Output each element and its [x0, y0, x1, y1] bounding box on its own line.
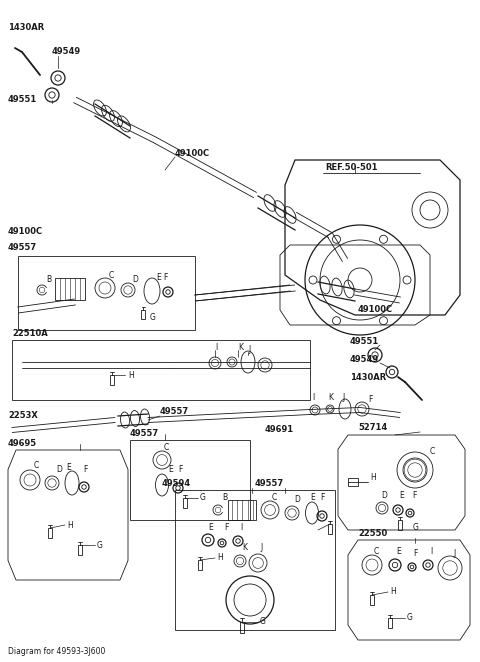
Text: G: G — [97, 540, 103, 549]
Text: 49557: 49557 — [160, 408, 189, 416]
Text: E: E — [396, 547, 401, 557]
Text: J: J — [453, 549, 455, 557]
Text: I: I — [312, 393, 314, 402]
Text: 49551: 49551 — [8, 95, 37, 105]
Text: D: D — [294, 495, 300, 504]
Text: 2253X: 2253X — [8, 410, 38, 420]
Bar — [78, 545, 82, 555]
Text: I: I — [240, 522, 242, 532]
Bar — [348, 478, 358, 486]
Text: I: I — [215, 344, 217, 352]
Text: 49557: 49557 — [8, 244, 37, 252]
Text: F: F — [413, 549, 418, 557]
Text: D: D — [381, 491, 387, 500]
Text: K: K — [242, 542, 247, 551]
Text: E: E — [399, 491, 404, 500]
Text: B: B — [222, 493, 227, 502]
Text: F: F — [320, 493, 324, 502]
Bar — [198, 560, 202, 570]
Text: 49549: 49549 — [350, 355, 379, 365]
Text: H: H — [217, 553, 223, 563]
Bar — [130, 440, 250, 520]
Bar — [328, 524, 332, 534]
Text: 22550: 22550 — [358, 530, 387, 538]
Text: B: B — [46, 275, 51, 285]
Text: C: C — [374, 547, 379, 557]
Text: G: G — [413, 524, 419, 532]
Text: C: C — [430, 448, 435, 457]
Text: C: C — [272, 493, 277, 502]
Text: C: C — [164, 442, 169, 451]
Text: F: F — [83, 465, 87, 475]
Bar — [141, 310, 145, 319]
Text: 49695: 49695 — [8, 440, 37, 448]
Text: G: G — [150, 314, 156, 322]
Text: 49691: 49691 — [265, 426, 294, 434]
Text: E: E — [168, 465, 173, 475]
Text: REF.50-501: REF.50-501 — [325, 164, 377, 173]
Bar — [388, 618, 392, 628]
Text: H: H — [390, 587, 396, 596]
Text: 22510A: 22510A — [12, 330, 48, 338]
Text: C: C — [34, 461, 39, 471]
Text: F: F — [368, 395, 372, 404]
Text: F: F — [224, 524, 228, 532]
Text: 1430AR: 1430AR — [350, 373, 386, 383]
Bar — [228, 500, 256, 520]
Bar — [398, 520, 402, 530]
Text: E: E — [156, 273, 161, 283]
Text: 1430AR: 1430AR — [8, 23, 44, 32]
Text: G: G — [407, 614, 413, 622]
Bar — [110, 375, 114, 385]
Bar — [18, 256, 195, 330]
Text: 49549: 49549 — [52, 48, 81, 56]
Bar — [55, 278, 85, 300]
Text: 49100C: 49100C — [8, 228, 43, 236]
Bar — [370, 595, 374, 605]
Text: 49100C: 49100C — [358, 305, 393, 314]
Bar — [12, 340, 310, 400]
Text: Diagram for 49593-3J600: Diagram for 49593-3J600 — [8, 647, 106, 657]
Text: J: J — [248, 346, 250, 354]
Text: H: H — [370, 473, 376, 483]
Text: 52714: 52714 — [358, 424, 387, 432]
Text: E: E — [310, 493, 315, 502]
Text: H: H — [128, 371, 134, 379]
Text: E: E — [66, 463, 71, 473]
Text: F: F — [178, 465, 182, 475]
Text: 49551: 49551 — [350, 338, 379, 346]
Text: F: F — [412, 491, 416, 500]
Text: F: F — [163, 273, 168, 283]
Text: G: G — [260, 618, 266, 626]
Bar — [240, 622, 244, 633]
Text: G: G — [200, 493, 206, 502]
Text: J: J — [260, 544, 262, 553]
Bar — [48, 528, 52, 538]
Text: D: D — [132, 275, 138, 285]
Text: D: D — [56, 465, 62, 475]
Text: I: I — [430, 547, 432, 557]
Bar — [183, 498, 187, 508]
Text: 49557: 49557 — [130, 430, 159, 438]
Text: K: K — [328, 393, 333, 402]
Text: K: K — [238, 344, 243, 352]
Text: H: H — [67, 520, 73, 530]
Text: 49594: 49594 — [162, 479, 191, 489]
Text: E: E — [208, 522, 213, 532]
Text: J: J — [342, 393, 344, 402]
Text: 49557: 49557 — [255, 479, 284, 489]
Text: C: C — [109, 271, 114, 279]
Bar — [175, 490, 335, 630]
Text: 49100C: 49100C — [175, 148, 210, 158]
